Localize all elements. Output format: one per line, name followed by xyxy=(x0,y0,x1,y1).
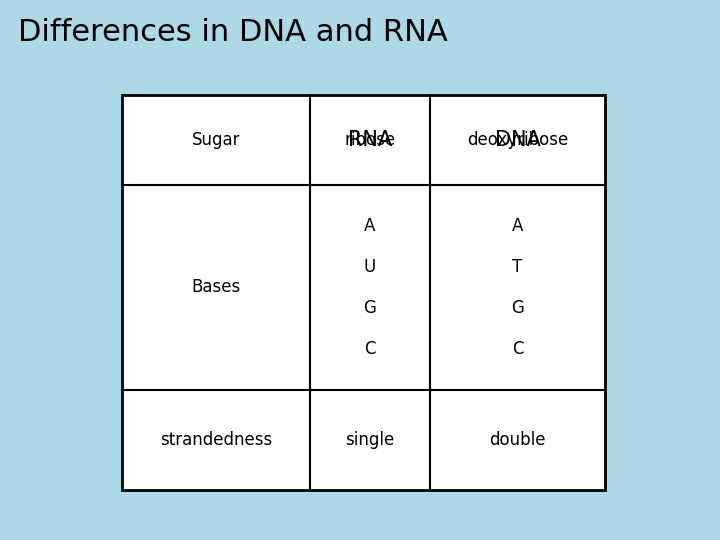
Text: G: G xyxy=(364,299,377,317)
Text: A: A xyxy=(512,217,523,235)
Text: T: T xyxy=(513,258,523,276)
Text: strandedness: strandedness xyxy=(160,431,272,449)
Text: C: C xyxy=(364,340,376,358)
Text: DNA: DNA xyxy=(495,130,541,150)
Text: deoxyribose: deoxyribose xyxy=(467,131,568,149)
Bar xyxy=(122,95,605,490)
Text: C: C xyxy=(512,340,523,358)
Bar xyxy=(122,95,605,490)
Text: G: G xyxy=(511,299,524,317)
Text: Differences in DNA and RNA: Differences in DNA and RNA xyxy=(18,18,448,47)
Text: Sugar: Sugar xyxy=(192,131,240,149)
Text: A: A xyxy=(364,217,376,235)
Text: double: double xyxy=(490,431,546,449)
Text: U: U xyxy=(364,258,376,276)
Text: ribose: ribose xyxy=(344,131,395,149)
Text: single: single xyxy=(346,431,395,449)
Text: Bases: Bases xyxy=(192,279,240,296)
Text: RNA: RNA xyxy=(348,130,392,150)
